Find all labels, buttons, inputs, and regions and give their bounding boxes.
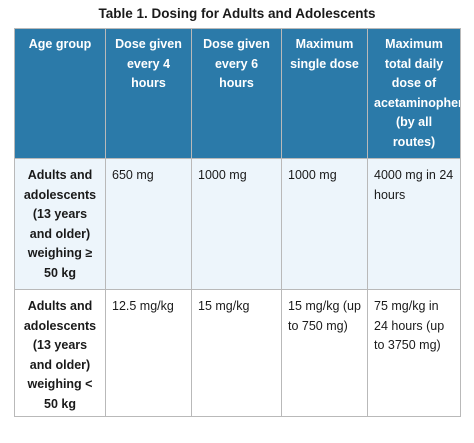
cell-dose-every-6-hours: 1000 mg: [191, 158, 282, 290]
dosing-table: Age group Dose given every 4 hours Dose …: [14, 28, 461, 417]
cell-maximum-single-dose: 1000 mg: [281, 158, 368, 290]
cell-maximum-total-daily-dose: 4000 mg in 24 hours: [367, 158, 461, 290]
cell-age-group: Adults and adolescents (13 years and old…: [14, 289, 106, 417]
header-maximum-total-daily-dose: Maximum total daily dose of acetaminophe…: [367, 28, 461, 159]
cell-maximum-single-dose: 15 mg/kg (up to 750 mg): [281, 289, 368, 417]
cell-age-group: Adults and adolescents (13 years and old…: [14, 158, 106, 290]
header-dose-every-6-hours: Dose given every 6 hours: [191, 28, 282, 159]
header-dose-every-4-hours: Dose given every 4 hours: [105, 28, 192, 159]
cell-dose-every-6-hours: 15 mg/kg: [191, 289, 282, 417]
table-caption: Table 1. Dosing for Adults and Adolescen…: [98, 6, 376, 21]
table-row: Adults and adolescents (13 years and old…: [14, 158, 461, 290]
cell-dose-every-4-hours: 12.5 mg/kg: [105, 289, 192, 417]
cell-maximum-total-daily-dose: 75 mg/kg in 24 hours (up to 3750 mg): [367, 289, 461, 417]
header-maximum-single-dose: Maximum single dose: [281, 28, 368, 159]
cell-dose-every-4-hours: 650 mg: [105, 158, 192, 290]
table-row: Adults and adolescents (13 years and old…: [14, 289, 461, 417]
table-header-row: Age group Dose given every 4 hours Dose …: [14, 28, 461, 159]
header-age-group: Age group: [14, 28, 106, 159]
